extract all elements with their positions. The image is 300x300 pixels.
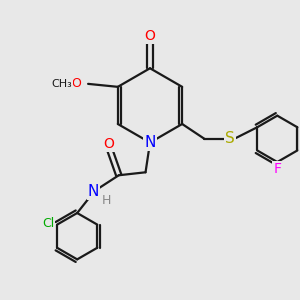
Text: O: O: [145, 28, 155, 43]
Text: Cl: Cl: [42, 217, 54, 230]
Text: O: O: [72, 77, 82, 90]
Text: CH₃: CH₃: [51, 79, 72, 89]
Text: N: N: [88, 184, 99, 199]
Text: S: S: [225, 131, 235, 146]
Text: N: N: [144, 135, 156, 150]
Text: H: H: [102, 194, 112, 207]
Text: F: F: [273, 163, 281, 176]
Text: O: O: [103, 137, 114, 151]
